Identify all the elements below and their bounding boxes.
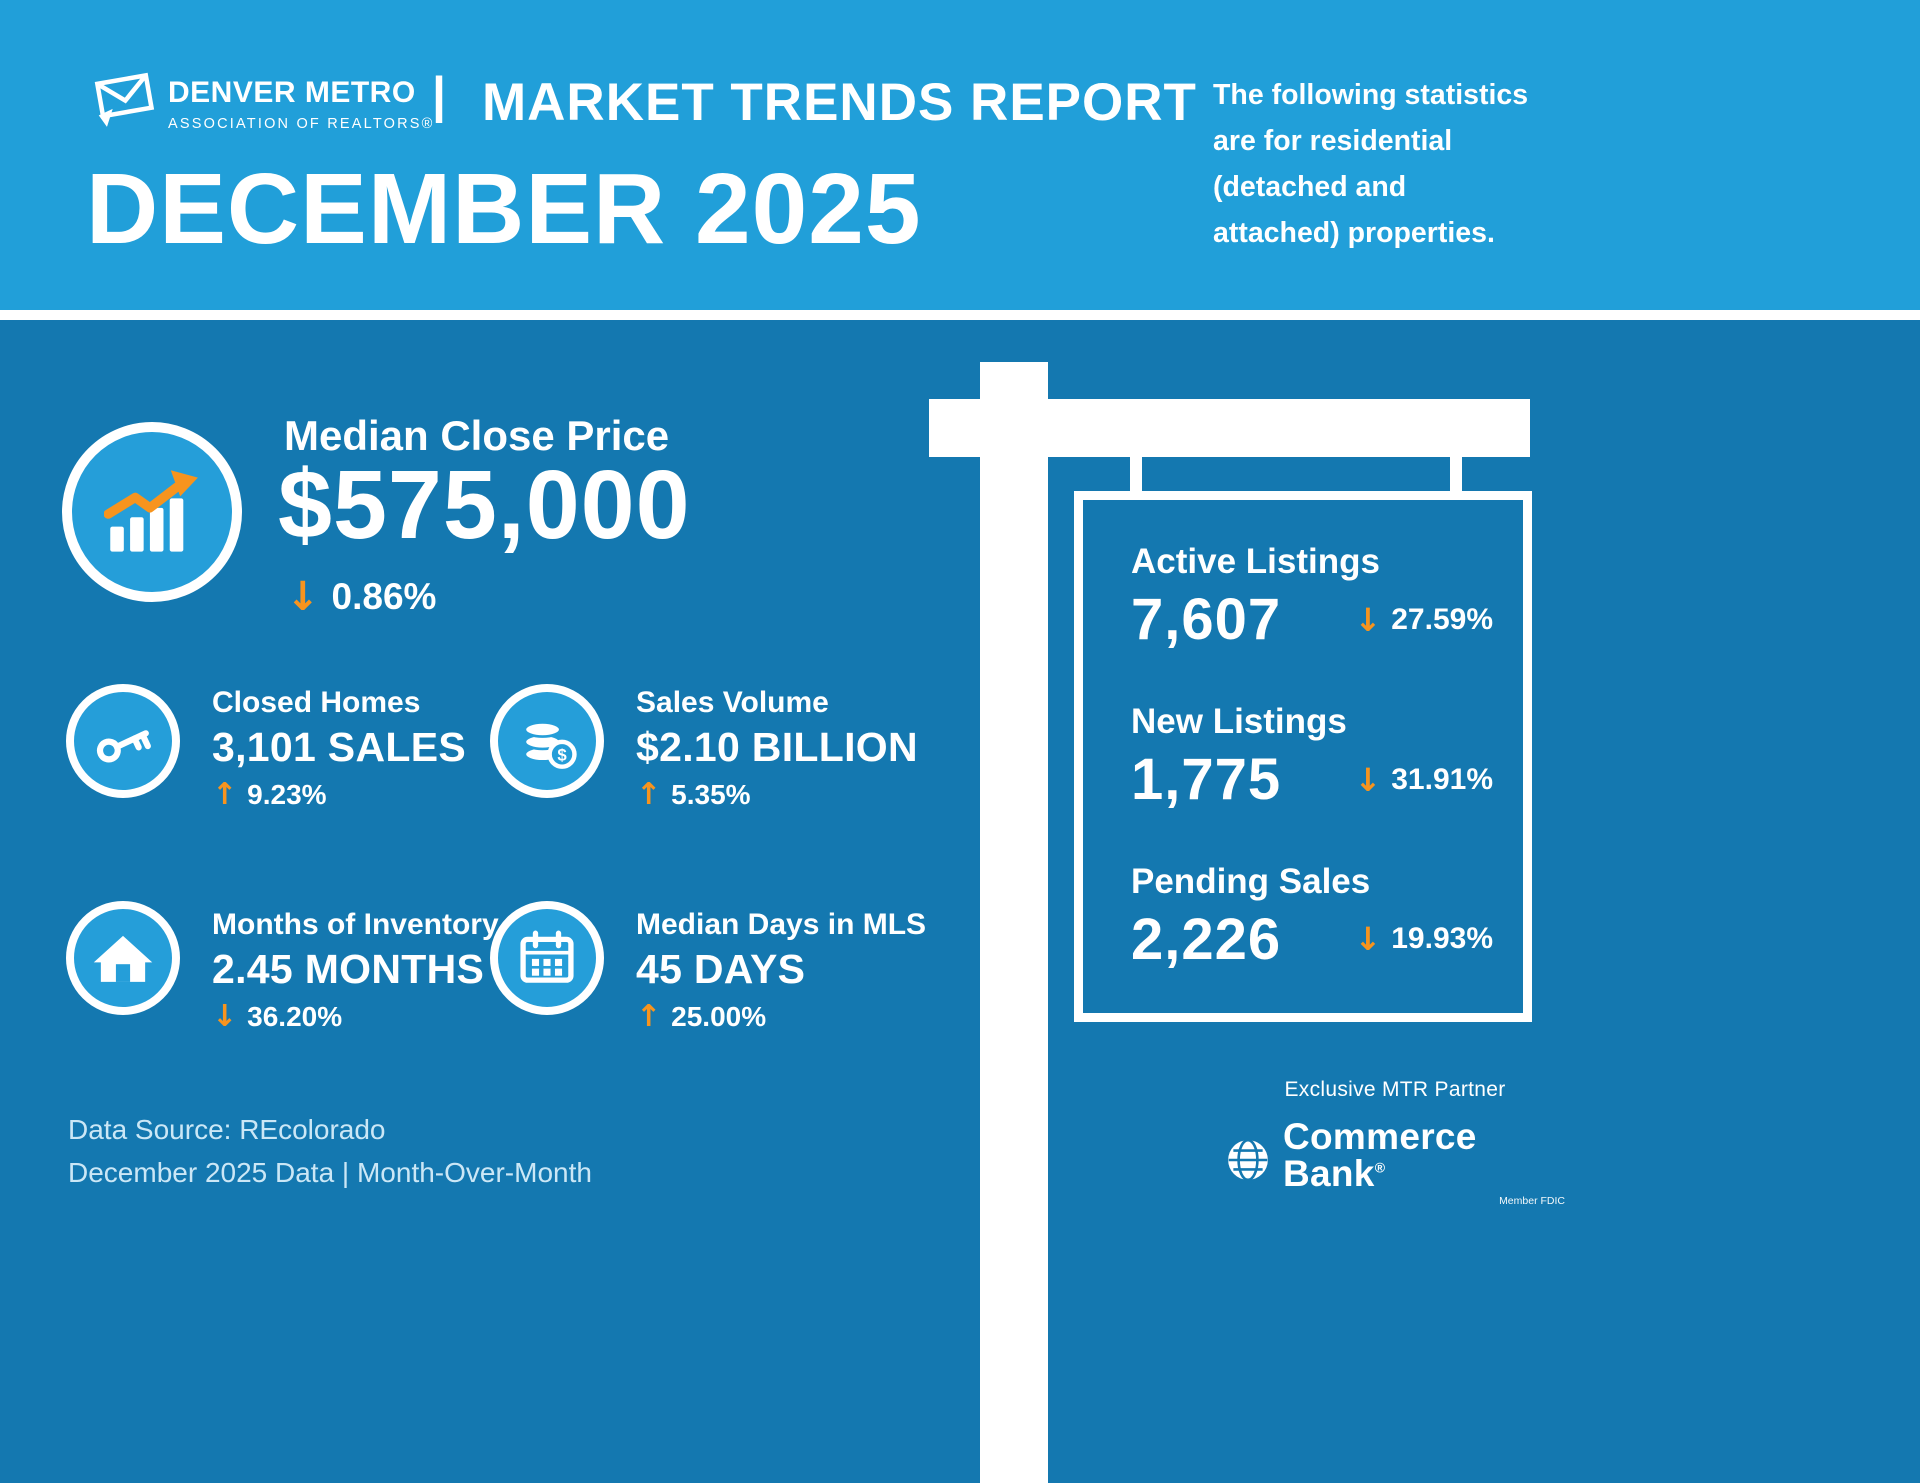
down-arrow-icon: ↓ bbox=[1354, 760, 1382, 799]
svg-text:$: $ bbox=[557, 745, 567, 764]
months-of-inventory-stat: Months of Inventory 2.45 MONTHS ↓ 36.20% bbox=[212, 908, 499, 1033]
new-listings-value: 1,775 bbox=[1131, 746, 1282, 812]
up-arrow-icon: ↑ bbox=[636, 777, 662, 812]
months-of-inventory-change-value: 36.20% bbox=[247, 1001, 343, 1032]
months-of-inventory-change: ↓ 36.20% bbox=[212, 1001, 499, 1033]
down-arrow-icon: ↓ bbox=[1354, 920, 1382, 959]
active-listings-change-value: 27.59% bbox=[1391, 602, 1493, 636]
pending-sales-label: Pending Sales bbox=[1131, 861, 1371, 901]
residential-note: The following statistics are for residen… bbox=[1213, 79, 1529, 250]
sales-volume-stat: Sales Volume $2.10 BILLION ↑ 5.35% bbox=[636, 686, 918, 811]
sign-post bbox=[980, 362, 1048, 1483]
partner-label: Exclusive MTR Partner bbox=[1284, 1078, 1506, 1101]
new-listings-label: New Listings bbox=[1131, 701, 1347, 741]
house-icon bbox=[92, 927, 154, 989]
report-title: MARKET TRENDS REPORT bbox=[482, 73, 1197, 132]
closed-homes-label: Closed Homes bbox=[212, 686, 421, 719]
pending-sales-change: ↓ 19.93% bbox=[1354, 922, 1499, 956]
calendar-icon bbox=[516, 927, 578, 989]
new-listings-item: New Listings 1,775 ↓ 31.91% bbox=[1131, 702, 1499, 812]
pending-sales-row: 2,226 ↓ 19.93% bbox=[1131, 906, 1499, 972]
inventory-circle bbox=[66, 901, 180, 1015]
up-arrow-icon: ↑ bbox=[636, 999, 662, 1034]
logo-title: DENVER METRO bbox=[168, 76, 416, 109]
median-price-circle bbox=[62, 422, 242, 602]
median-close-price-label: Median Close Price bbox=[284, 412, 670, 459]
sales-volume-value: $2.10 BILLION bbox=[636, 724, 918, 770]
median-close-price-change-value: 0.86% bbox=[331, 576, 437, 617]
median-days-circle bbox=[490, 901, 604, 1015]
listings-sign-board: Active Listings 7,607 ↓ 27.59% New Listi… bbox=[1074, 491, 1532, 1022]
down-arrow-icon: ↓ bbox=[1354, 600, 1382, 639]
median-days-change-value: 25.00% bbox=[671, 1001, 767, 1032]
median-days-label: Median Days in MLS bbox=[636, 908, 927, 941]
down-arrow-icon: ↓ bbox=[212, 999, 238, 1034]
median-close-price-change: ↓ 0.86% bbox=[286, 576, 436, 618]
sign-hanger-right bbox=[1450, 457, 1462, 493]
closed-homes-change: ↑ 9.23% bbox=[212, 779, 466, 811]
report-month: DECEMBER 2025 bbox=[86, 153, 922, 265]
median-days-change: ↑ 25.00% bbox=[636, 1001, 926, 1033]
sales-volume-circle: $ bbox=[490, 684, 604, 798]
sales-volume-change-value: 5.35% bbox=[671, 779, 751, 810]
header-band bbox=[0, 0, 1920, 310]
globe-icon bbox=[1225, 1137, 1271, 1188]
logo-subtitle: ASSOCIATION OF REALTORS® bbox=[168, 116, 435, 132]
closed-homes-stat: Closed Homes 3,101 SALES ↑ 9.23% bbox=[212, 686, 466, 811]
registered-mark: ® bbox=[1374, 1159, 1386, 1176]
partner-name: Commerce Bank® bbox=[1283, 1118, 1565, 1192]
sales-volume-label: Sales Volume bbox=[636, 686, 829, 719]
data-source-line1: Data Source: REcolorado bbox=[68, 1114, 386, 1145]
pending-sales-item: Pending Sales 2,226 ↓ 19.93% bbox=[1131, 862, 1499, 972]
closed-homes-change-value: 9.23% bbox=[247, 779, 327, 810]
pending-sales-value: 2,226 bbox=[1131, 906, 1282, 972]
down-arrow-icon: ↓ bbox=[286, 574, 320, 620]
sign-hanger-left bbox=[1130, 457, 1142, 493]
new-listings-change: ↓ 31.91% bbox=[1354, 763, 1499, 797]
median-days-value: 45 DAYS bbox=[636, 946, 806, 992]
data-source: Data Source: REcolorado December 2025 Da… bbox=[68, 1108, 592, 1195]
data-source-line2: December 2025 Data | Month-Over-Month bbox=[68, 1157, 592, 1189]
dmar-logo-icon bbox=[84, 60, 166, 138]
chart-trend-icon bbox=[104, 468, 200, 556]
median-close-price-value: $575,000 bbox=[278, 450, 691, 559]
closed-homes-circle bbox=[66, 684, 180, 798]
member-fdic: Member FDIC bbox=[1499, 1195, 1565, 1207]
active-listings-label: Active Listings bbox=[1131, 542, 1380, 581]
active-listings-value: 7,607 bbox=[1131, 587, 1282, 652]
active-listings-row: 7,607 ↓ 27.59% bbox=[1131, 588, 1499, 652]
months-of-inventory-label: Months of Inventory bbox=[212, 908, 499, 941]
sign-crossbar bbox=[929, 399, 1530, 457]
new-listings-change-value: 31.91% bbox=[1391, 762, 1493, 796]
active-listings-item: Active Listings 7,607 ↓ 27.59% bbox=[1131, 542, 1499, 652]
closed-homes-value: 3,101 SALES bbox=[212, 724, 466, 770]
header-divider: | bbox=[432, 67, 446, 123]
partner-name-text: Commerce Bank bbox=[1283, 1116, 1477, 1194]
active-listings-change: ↓ 27.59% bbox=[1354, 603, 1499, 637]
partner-name-wrap: Commerce Bank® Member FDIC bbox=[1283, 1118, 1565, 1207]
new-listings-row: 1,775 ↓ 31.91% bbox=[1131, 746, 1499, 812]
median-days-stat: Median Days in MLS 45 DAYS ↑ 25.00% bbox=[636, 908, 926, 1033]
months-of-inventory-value: 2.45 MONTHS bbox=[212, 946, 485, 992]
partner-block: Exclusive MTR Partner Commerce Bank® Mem… bbox=[1225, 1078, 1565, 1207]
pending-sales-change-value: 19.93% bbox=[1391, 922, 1493, 956]
sales-volume-change: ↑ 5.35% bbox=[636, 779, 918, 811]
commerce-bank-logo: Commerce Bank® Member FDIC bbox=[1225, 1118, 1565, 1207]
logo-text: DENVER METRO ASSOCIATION OF REALTORS® bbox=[168, 76, 435, 132]
up-arrow-icon: ↑ bbox=[212, 777, 238, 812]
header-separator bbox=[0, 310, 1920, 320]
key-icon bbox=[92, 710, 154, 772]
coins-icon: $ bbox=[516, 710, 578, 772]
